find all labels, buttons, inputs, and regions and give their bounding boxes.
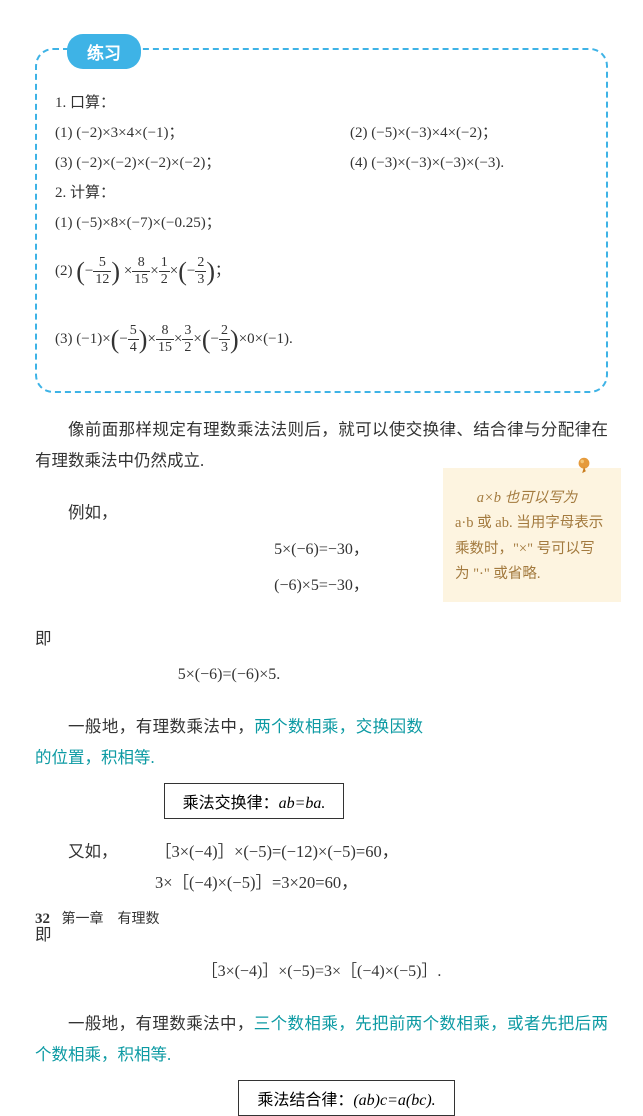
q2-item-3: (3) (−1)×(−54)×815×32×(−23)×0×(−1). [55,306,588,374]
chapter-label: 第一章 有理数 [62,912,160,927]
youru: 又如， [35,837,155,868]
law-1-wrapper: 乘法交换律：ab=ba. [35,783,423,819]
law-2-box: 乘法结合律：(ab)c=a(bc). [238,1080,454,1116]
para-2: 一般地，有理数乘法中，两个数相乘，交换因数的位置，积相等. [35,712,423,773]
q1-3-label: (3) [55,155,73,171]
q1-1-expr: (−2)×3×4×(−1)； [76,125,183,141]
q1-row-2: (3) (−2)×(−2)×(−2)×(−2)； (4) (−3)×(−3)×(… [55,148,588,178]
law-1-label: 乘法交换律： [183,795,279,812]
note-l1: a×b 也可以写为 [477,490,577,506]
q2-item-2: (2) (−512) ×815×12×(−23)； [55,238,588,306]
q2-heading: 2. 计算： [55,178,588,208]
youru-row: 又如，［3×(−4)］×(−5)=(−12)×(−5)=60， [35,837,608,868]
para-3a: 一般地，有理数乘法中， [68,1014,254,1033]
q2-item-1: (1) (−5)×8×(−7)×(−0.25)； [55,208,588,238]
law-1-expr: ab=ba. [279,795,326,812]
q2-3-pre: (3) (−1)× [55,331,111,347]
para-3: 一般地，有理数乘法中，三个数相乘，先把前两个数相乘，或者先把后两个数相乘，积相等… [35,1009,608,1070]
q1-3-expr: (−2)×(−2)×(−2)×(−2)； [76,155,220,171]
q1-1-label: (1) [55,125,73,141]
law-2-expr: (ab)c=a(bc). [353,1092,435,1109]
pushpin-icon [575,456,593,474]
q1-2-label: (2) [350,125,368,141]
law-2-wrapper: 乘法结合律：(ab)c=a(bc). [35,1080,608,1116]
q2-3-tail: ×0×(−1). [239,331,293,347]
margin-note: a×b 也可以写为 a·b 或 ab. 当用字母表示乘数时，"×" 号可以写为 … [443,468,621,602]
math-b: 5×(−6)=(−6)×5. [35,660,423,690]
q2-2-pre: (2) [55,263,76,279]
math-c-2-row: 3×［(−4)×(−5)］=3×20=60， [35,868,608,899]
ji-1: 即 [35,624,423,655]
q1-4-label: (4) [350,155,368,171]
math-c-1: ［3×(−4)］×(−5)=(−12)×(−5)=60， [155,842,398,861]
exercise-box: 练习 1. 口算： (1) (−2)×3×4×(−1)； (2) (−5)×(−… [35,48,608,393]
q1-4-expr: (−3)×(−3)×(−3)×(−3). [371,155,504,171]
law-2-label: 乘法结合律： [257,1092,353,1109]
q1-heading: 1. 口算： [55,88,588,118]
law-1-box: 乘法交换律：ab=ba. [164,783,345,819]
q1-2-expr: (−5)×(−3)×4×(−2)； [371,125,497,141]
page-footer: 32 第一章 有理数 [35,908,160,928]
note-l2: a·b 或 ab. 当用字母表示乘数时，"×" 号可以写为 "·" 或省略. [455,515,603,582]
q1-row-1: (1) (−2)×3×4×(−1)； (2) (−5)×(−3)×4×(−2)； [55,118,588,148]
exercise-tab: 练习 [67,34,141,69]
para-2a: 一般地，有理数乘法中， [68,717,254,736]
math-d: ［3×(−4)］×(−5)=3×［(−4)×(−5)］. [35,957,608,987]
q2-2-tail: ； [215,263,230,279]
page-number: 32 [35,911,50,927]
math-c-2: 3×［(−4)×(−5)］=3×20=60， [155,873,358,892]
